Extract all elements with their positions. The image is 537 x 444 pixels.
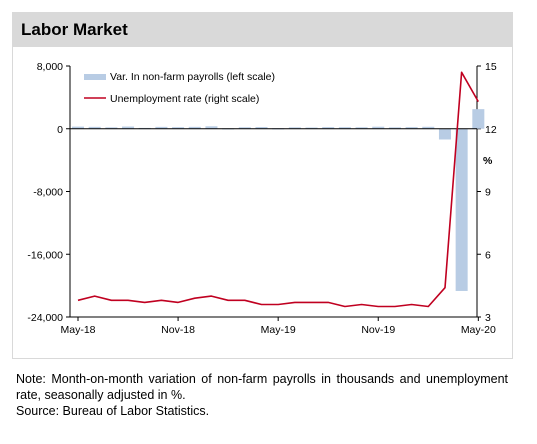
payroll-bar: [338, 127, 351, 129]
x-tick-label: May-20: [461, 324, 496, 336]
payroll-bar: [88, 126, 101, 129]
legend-bar-swatch: [84, 74, 106, 80]
payroll-bar: [205, 126, 218, 129]
payroll-bar: [405, 127, 418, 129]
right-tick-label: 3: [485, 312, 491, 324]
source-text: Source: Bureau of Labor Statistics.: [16, 404, 210, 418]
x-tick-label: Nov-18: [161, 324, 195, 336]
unemployment-line: [77, 71, 479, 308]
left-tick-label: -8,000: [33, 187, 63, 199]
payroll-bar: [372, 126, 385, 129]
payroll-bar: [305, 127, 318, 129]
payroll-bar: [288, 127, 301, 129]
title-bar: Labor Market: [13, 13, 512, 47]
payroll-bar: [322, 127, 335, 129]
legend-bar-label: Var. In non-farm payrolls (left scale): [110, 71, 275, 83]
chart-note: Note: Month-on-month variation of non-fa…: [16, 371, 508, 419]
x-tick-label: May-19: [261, 324, 296, 336]
payroll-bar: [155, 126, 168, 129]
payroll-bar: [188, 126, 201, 129]
payroll-bar: [238, 127, 251, 129]
right-axis-unit: %: [483, 155, 493, 167]
payroll-bar: [255, 127, 268, 129]
payroll-bar: [172, 127, 185, 129]
chart-title: Labor Market: [21, 20, 128, 39]
left-tick-label: 8,000: [37, 61, 63, 73]
payroll-bar: [355, 127, 368, 129]
left-tick-label: 0: [57, 124, 63, 136]
note-text: Note: Month-on-month variation of non-fa…: [16, 372, 508, 402]
chart-panel: Labor Market: [12, 12, 513, 359]
right-tick-label: 12: [485, 124, 497, 136]
payroll-bar: [105, 127, 118, 129]
payroll-bar: [388, 127, 401, 129]
right-tick-label: 15: [485, 61, 497, 73]
legend-line-label: Unemployment rate (right scale): [110, 93, 259, 105]
left-tick-label: -16,000: [27, 249, 63, 261]
payroll-bar: [422, 126, 435, 129]
payroll-bar: [455, 128, 468, 291]
x-tick-label: Nov-19: [361, 324, 395, 336]
right-tick-label: 9: [485, 187, 491, 199]
left-tick-label: -24,000: [27, 312, 63, 324]
payroll-bar: [438, 128, 451, 140]
payroll-bar: [122, 126, 135, 129]
x-tick-label: May-18: [60, 324, 95, 336]
right-tick-label: 6: [485, 249, 491, 261]
payroll-bar: [71, 126, 85, 129]
payroll-bar: [472, 109, 485, 129]
